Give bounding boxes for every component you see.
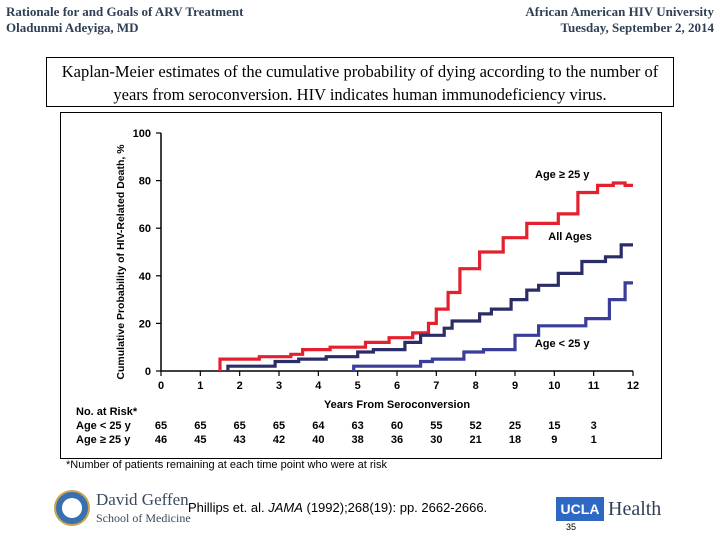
series-label-1: Age ≥ 25 y bbox=[535, 169, 590, 181]
risk-value: 3 bbox=[591, 420, 597, 432]
y-tick-label: 100 bbox=[133, 128, 151, 140]
risk-row-label: Age ≥ 25 y bbox=[76, 434, 131, 446]
risk-value: 18 bbox=[509, 434, 521, 446]
risk-value: 1 bbox=[591, 434, 597, 446]
risk-value: 25 bbox=[509, 420, 521, 432]
y-tick-label: 20 bbox=[139, 318, 151, 330]
x-tick-label: 7 bbox=[433, 380, 439, 392]
risk-value: 65 bbox=[234, 420, 246, 432]
x-tick-label: 5 bbox=[355, 380, 361, 392]
y-axis-title: Cumulative Probability of HIV-Related De… bbox=[115, 144, 127, 380]
x-tick-label: 1 bbox=[197, 380, 203, 392]
risk-value: 65 bbox=[194, 420, 206, 432]
risk-footnote: *Number of patients remaining at each ti… bbox=[66, 459, 387, 471]
risk-value: 65 bbox=[155, 420, 167, 432]
risk-value: 21 bbox=[470, 434, 482, 446]
x-tick-label: 8 bbox=[473, 380, 479, 392]
risk-value: 38 bbox=[352, 434, 364, 446]
x-axis-title: Years From Seroconversion bbox=[324, 399, 470, 411]
event-date: Tuesday, September 2, 2014 bbox=[560, 20, 715, 35]
risk-value: 9 bbox=[551, 434, 557, 446]
risk-value: 55 bbox=[430, 420, 442, 432]
series-label-2: All Ages bbox=[548, 231, 592, 243]
risk-value: 30 bbox=[430, 434, 442, 446]
ucla-seal-icon bbox=[54, 490, 90, 526]
y-tick-label: 60 bbox=[139, 223, 151, 235]
event-name: African American HIV University bbox=[525, 4, 714, 19]
x-tick-label: 3 bbox=[276, 380, 282, 392]
geffen-logo-sub: School of Medicine bbox=[96, 511, 191, 525]
risk-value: 64 bbox=[312, 420, 325, 432]
y-tick-label: 40 bbox=[139, 271, 151, 283]
figure-caption: Kaplan-Meier estimates of the cumulative… bbox=[46, 57, 674, 107]
x-tick-label: 11 bbox=[588, 380, 600, 392]
x-tick-label: 10 bbox=[548, 380, 560, 392]
header-right: African American HIV University Tuesday,… bbox=[525, 4, 714, 36]
series-line-3 bbox=[352, 281, 633, 371]
risk-value: 63 bbox=[352, 420, 364, 432]
risk-row-label: Age < 25 y bbox=[76, 420, 132, 432]
presenter-name: Oladunmi Adeyiga, MD bbox=[6, 20, 139, 35]
x-tick-label: 0 bbox=[158, 380, 164, 392]
x-tick-label: 4 bbox=[315, 380, 322, 392]
chart-panel: 0 20 40 60 80 100 0 1 2 3 4 5 6 7 8 9 10 11 12 Years From S… bbox=[60, 112, 662, 459]
y-tick-label: 0 bbox=[145, 366, 151, 378]
y-tick-label: 80 bbox=[139, 176, 151, 188]
x-tick-label: 6 bbox=[394, 380, 400, 392]
risk-value: 60 bbox=[391, 420, 403, 432]
page-number: 35 bbox=[566, 522, 577, 532]
ucla-logo-health: Health bbox=[608, 498, 662, 520]
citation-suffix: (1992);268(19): pp. 2662-2666. bbox=[302, 500, 488, 515]
series-line-2 bbox=[226, 243, 633, 371]
series-line-1 bbox=[218, 181, 633, 371]
x-tick-label: 12 bbox=[627, 380, 639, 392]
risk-value: 52 bbox=[470, 420, 482, 432]
risk-value: 36 bbox=[391, 434, 403, 446]
ucla-health-logo: UCLA Health bbox=[556, 497, 666, 523]
x-tick-label: 9 bbox=[512, 380, 518, 392]
header-left: Rationale for and Goals of ARV Treatment… bbox=[6, 4, 243, 36]
citation-journal: JAMA bbox=[268, 500, 303, 515]
risk-value: 42 bbox=[273, 434, 285, 446]
risk-table-title: No. at Risk* bbox=[76, 406, 138, 418]
geffen-logo-name: David Geffen bbox=[96, 490, 189, 509]
ucla-logo-box: UCLA bbox=[556, 497, 604, 521]
risk-value: 43 bbox=[234, 434, 246, 446]
risk-value: 65 bbox=[273, 420, 285, 432]
citation-prefix: Phillips et. al. bbox=[188, 500, 269, 515]
risk-value: 15 bbox=[548, 420, 560, 432]
risk-value: 46 bbox=[155, 434, 167, 446]
risk-value: 45 bbox=[194, 434, 206, 446]
x-tick-label: 2 bbox=[237, 380, 243, 392]
geffen-logo: David Geffen School of Medicine bbox=[54, 484, 194, 534]
series-label-3: Age < 25 y bbox=[535, 338, 591, 350]
presentation-title: Rationale for and Goals of ARV Treatment bbox=[6, 4, 244, 19]
risk-value: 40 bbox=[312, 434, 324, 446]
citation: Phillips et. al. JAMA (1992);268(19): pp… bbox=[188, 500, 487, 515]
